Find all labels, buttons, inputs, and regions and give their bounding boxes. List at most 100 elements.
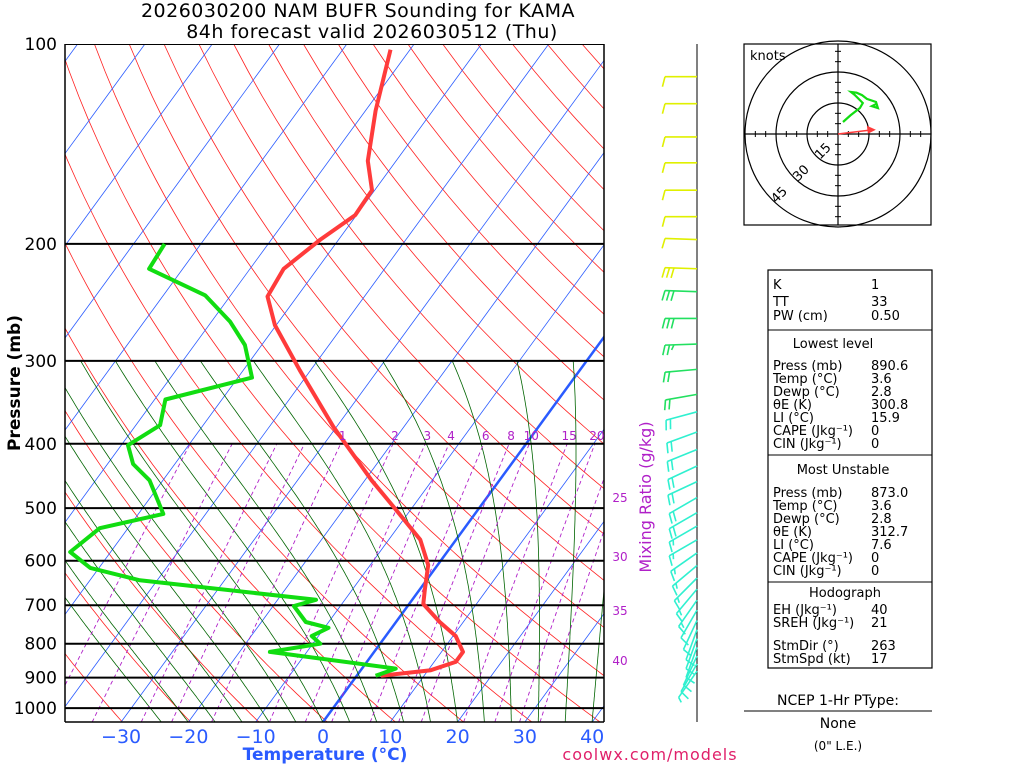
side-scale-label: 30 (612, 550, 627, 564)
param-label: StmSpd (kt) (773, 652, 851, 667)
dry-adiabat-line (198, 44, 604, 535)
temperature-tick-label: 0 (317, 726, 329, 748)
temperature-tick-label: −10 (236, 726, 276, 748)
mixing-ratio-line (91, 443, 233, 722)
mixing-ratio-line (65, 443, 191, 687)
isotherm-line (389, 428, 604, 722)
pressure-tick-label: 300 (25, 352, 57, 372)
param-value: 17 (871, 652, 888, 667)
k-index-label: K (773, 278, 782, 293)
dry-adiabat-line (65, 409, 328, 722)
dry-adiabat-line (65, 491, 260, 722)
mixing-ratio-label: 15 (562, 429, 577, 443)
param-label: EH (Jkg⁻¹) (773, 603, 837, 618)
wind-barb (666, 448, 698, 472)
mixing-ratio-line (539, 529, 604, 722)
wind-barb (668, 496, 698, 524)
moist-adiabat-line (65, 559, 189, 722)
dry-adiabat-line (163, 44, 604, 581)
hodograph-trace (842, 90, 880, 123)
temperature-tick-label: 10 (378, 726, 402, 748)
isobars (65, 44, 604, 710)
dry-adiabat-line (94, 44, 604, 677)
side-scale-label: 25 (612, 491, 627, 505)
wind-barb (675, 588, 698, 623)
wind-barb (662, 343, 698, 356)
param-label: CAPE (Jkg⁻¹) (773, 424, 853, 439)
isotherm-line (65, 44, 482, 616)
temperature-profile (265, 49, 465, 678)
isotherm-line (65, 44, 550, 708)
param-label: Dewp (°C) (773, 512, 840, 527)
pressure-tick-label: 1000 (14, 699, 57, 719)
dry-adiabat-line (303, 44, 604, 401)
ptype-value: None (820, 716, 857, 732)
mixing-ratio-line (494, 443, 596, 722)
wind-barb (661, 237, 698, 249)
param-value: 0 (871, 437, 879, 452)
dry-adiabat-line (65, 572, 191, 722)
dry-adiabat-line (337, 44, 604, 358)
wind-barb (682, 620, 698, 657)
isotherm-line (65, 44, 415, 523)
pressure-tick-label: 500 (25, 499, 57, 519)
dry-adiabat-line (65, 653, 123, 722)
moist-adiabat-line (80, 360, 324, 722)
isotherm-line (255, 244, 604, 722)
param-label: Temp (°C) (772, 499, 838, 514)
dry-adiabat-line (233, 44, 604, 490)
param-value: 0 (871, 564, 879, 579)
param-value: 15.9 (871, 411, 900, 426)
mixing-ratio-line (171, 443, 305, 722)
isotherm-line (65, 44, 213, 247)
tt-index-label: TT (772, 295, 789, 310)
wind-barb (661, 215, 697, 227)
moist-adiabat-line (199, 360, 405, 722)
mixing-ratio-label: 10 (524, 429, 539, 443)
dry-adiabat-line (930, 44, 1024, 722)
pw-label: PW (cm) (773, 309, 828, 324)
dry-adiabat-line (65, 153, 533, 722)
tt-index-value: 33 (871, 295, 888, 310)
pressure-tick-label: 800 (25, 635, 57, 655)
wind-barb (668, 525, 698, 553)
pressure-tick-label: 700 (25, 596, 57, 616)
moist-adiabat-line (451, 360, 512, 722)
wind-barb (661, 136, 697, 148)
param-label: Dewp (°C) (773, 385, 840, 400)
wind-barb (661, 162, 697, 174)
moist-adiabat-line (564, 360, 577, 722)
param-value: 312.7 (871, 525, 908, 540)
dewpoint-profile (68, 242, 398, 678)
dry-adiabat-line (65, 58, 601, 722)
param-label: θE (K) (773, 398, 812, 413)
moist-adiabat-line (65, 386, 297, 722)
lowest-level-heading: Lowest level (793, 337, 874, 352)
isotherm-line (120, 59, 604, 722)
temperature-tick-label: 20 (446, 726, 470, 748)
wind-barb (668, 512, 698, 539)
moist-adiabat-line (65, 596, 162, 722)
wind-barb (667, 465, 698, 490)
dry-adiabat-line (128, 44, 604, 628)
mixing-ratio-line (304, 443, 426, 722)
param-label: Press (mb) (773, 486, 842, 501)
profiles (68, 49, 465, 678)
mixing-ratio-label: 2 (391, 429, 399, 443)
wind-barb (661, 266, 698, 279)
hodograph-heading: Hodograph (809, 586, 881, 601)
wind-barb (663, 393, 698, 411)
most-unstable-heading: Most Unstable (797, 463, 890, 478)
dry-adiabat-line (65, 242, 464, 722)
dry-adiabat-line (65, 327, 396, 722)
wind-barb (677, 670, 698, 703)
mixing-ratio-label: 1 (339, 429, 347, 443)
wind-barb (677, 599, 698, 635)
param-label: θE (K) (773, 525, 812, 540)
isotherm-line (65, 44, 348, 431)
hodograph-units-label: knots (750, 49, 786, 64)
wind-barb (661, 289, 698, 301)
wind-barb (673, 577, 698, 610)
param-label: Temp (°C) (772, 372, 838, 387)
